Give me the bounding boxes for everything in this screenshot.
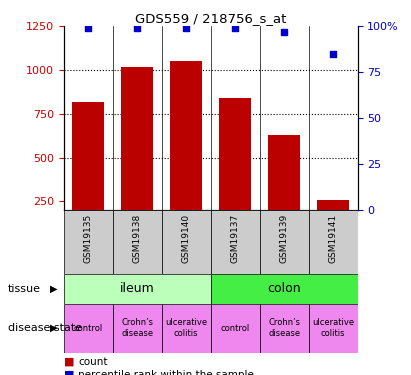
Text: colon: colon — [267, 282, 301, 295]
Text: count: count — [78, 357, 108, 367]
Text: tissue: tissue — [8, 284, 41, 294]
Bar — [64, 210, 113, 274]
Bar — [309, 210, 358, 274]
Text: ■: ■ — [64, 357, 74, 367]
Bar — [170, 61, 202, 210]
Text: GSM19140: GSM19140 — [182, 214, 191, 263]
Bar — [260, 304, 309, 352]
Bar — [211, 304, 260, 352]
Point — [183, 25, 189, 31]
Text: ■: ■ — [64, 370, 74, 375]
Bar — [162, 210, 211, 274]
Bar — [162, 304, 211, 352]
Text: GSM19141: GSM19141 — [328, 214, 337, 263]
Text: percentile rank within the sample: percentile rank within the sample — [78, 370, 254, 375]
Text: GSM19139: GSM19139 — [279, 214, 289, 263]
Point — [134, 25, 141, 31]
Text: GSM19135: GSM19135 — [84, 214, 93, 263]
Bar — [64, 304, 113, 352]
Bar — [211, 274, 358, 304]
Text: ulcerative
colitis: ulcerative colitis — [165, 318, 207, 338]
Point — [281, 29, 287, 35]
Text: ileum: ileum — [120, 282, 155, 295]
Bar — [211, 210, 260, 274]
Point — [232, 25, 238, 31]
Text: ▶: ▶ — [50, 323, 57, 333]
Bar — [219, 98, 251, 210]
Bar — [309, 304, 358, 352]
Bar — [64, 274, 210, 304]
Text: ulcerative
colitis: ulcerative colitis — [312, 318, 354, 338]
Text: ▶: ▶ — [50, 284, 57, 294]
Bar — [121, 66, 153, 210]
Title: GDS559 / 218756_s_at: GDS559 / 218756_s_at — [135, 12, 286, 25]
Text: Crohn’s
disease: Crohn’s disease — [268, 318, 300, 338]
Bar — [268, 135, 300, 210]
Text: control: control — [74, 324, 103, 333]
Bar — [113, 304, 162, 352]
Text: GSM19138: GSM19138 — [133, 214, 142, 263]
Point — [330, 51, 336, 57]
Text: Crohn’s
disease: Crohn’s disease — [121, 318, 153, 338]
Bar — [260, 210, 309, 274]
Bar — [113, 210, 162, 274]
Text: disease state: disease state — [8, 323, 82, 333]
Bar — [72, 102, 104, 210]
Text: control: control — [220, 324, 250, 333]
Point — [85, 25, 92, 31]
Text: GSM19137: GSM19137 — [231, 214, 240, 263]
Bar — [317, 200, 349, 210]
